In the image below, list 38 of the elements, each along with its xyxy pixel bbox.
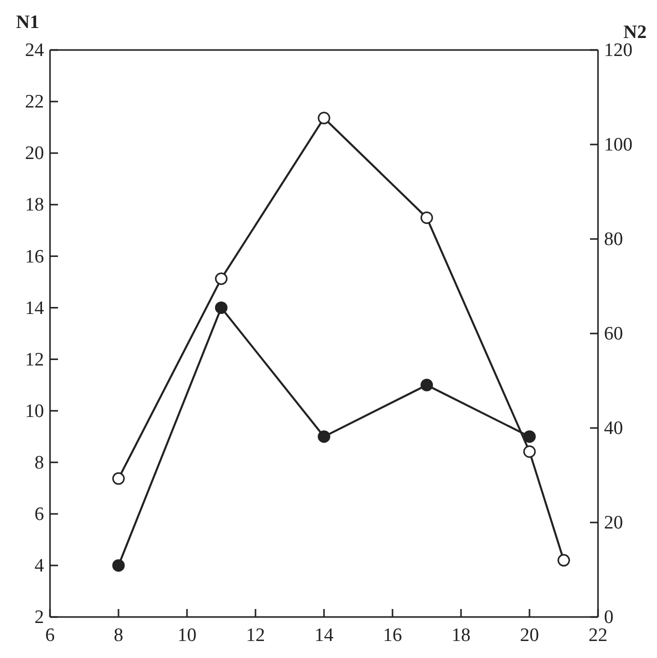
point [558,554,570,567]
point [215,272,228,285]
y-tick-label: 14 [25,298,44,319]
point [318,112,330,124]
y-tick-label: 24 [25,40,44,62]
y2-tick-label: 40 [604,418,623,440]
x-tick-label: 14 [314,624,334,646]
x-tick-label: 16 [383,624,402,646]
y-tick-label: 20 [25,143,44,164]
y-tick-label: 8 [34,452,44,474]
x-tick-label: 12 [246,624,265,646]
point [112,472,125,485]
point [112,559,125,572]
y-tick-label: 6 [34,504,44,525]
y-tick-label: 18 [25,194,44,216]
y-axis-title: N1 [16,12,40,33]
y-tick-label: 10 [25,400,44,422]
x-tick-label: 8 [114,624,124,646]
x-tick-label: 20 [520,624,539,646]
y2-tick-label: 100 [604,134,632,156]
point [523,430,536,443]
y2-tick-label: 20 [604,512,623,534]
x-tick-label: 10 [178,624,196,646]
y2-tick-label: 80 [604,229,623,250]
point [420,378,433,392]
x-tick-label: 18 [452,624,470,646]
y2-axis-title: N2 [623,22,647,43]
y-tick-label: 22 [25,92,44,113]
point [420,212,433,224]
y-tick-label: 12 [25,349,44,370]
y2-tick-label: 120 [604,40,632,62]
y-tick-label: 2 [34,607,44,628]
point [523,445,536,458]
point [215,301,228,314]
point [318,430,330,443]
y-tick-label: 16 [25,246,44,268]
y2-tick-label: 60 [604,324,623,345]
y-tick-label: 4 [34,556,44,577]
